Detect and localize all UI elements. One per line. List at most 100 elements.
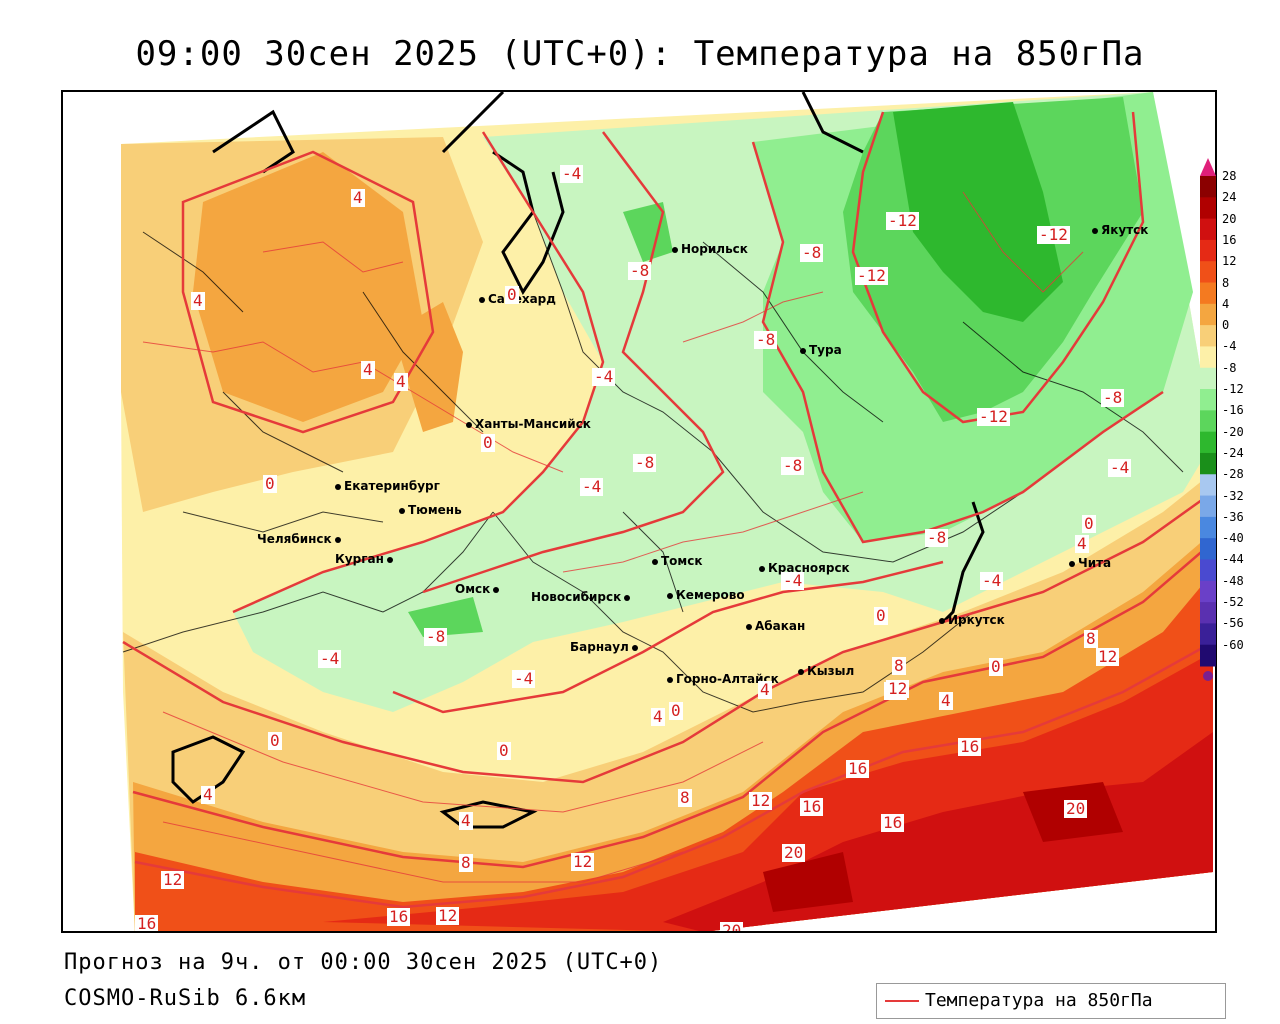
forecast-map[interactable]: Норильск Якутск Салехард Тура Ханты-Манс… — [61, 90, 1217, 933]
city-dot-icon — [939, 617, 945, 624]
city-dot-icon — [1092, 227, 1098, 234]
colorbar-swatch — [1200, 261, 1216, 284]
contour-label: -8 — [925, 528, 949, 547]
colorbar-tick-label: 0 — [1222, 318, 1230, 333]
colorbar-tick-label: -40 — [1222, 531, 1244, 546]
contour-label: 8 — [1084, 629, 1098, 648]
colorbar-tick-label: 4 — [1222, 296, 1230, 311]
city-dot-icon — [798, 668, 804, 675]
city-dot-icon — [759, 565, 765, 572]
city-dot-icon — [479, 296, 485, 303]
colorbar-swatch — [1200, 559, 1216, 582]
colorbar-swatch — [1200, 602, 1216, 624]
forecast-info: Прогноз на 9ч. от 00:00 30сен 2025 (UTC+… — [64, 950, 663, 975]
contour-label: -12 — [977, 407, 1010, 426]
legend-label: Температура на 850гПа — [925, 990, 1153, 1011]
contour-label: 0 — [1082, 514, 1096, 533]
contour-label: 20 — [782, 843, 806, 862]
colorbar-tick-label: 12 — [1222, 254, 1237, 269]
map-legend: Температура на 850гПа — [876, 983, 1226, 1019]
contour-label: 12 — [886, 679, 910, 698]
contour-label: 4 — [191, 291, 205, 310]
city-abakan[interactable]: Абакан — [746, 619, 805, 633]
colorbar-tick-label: 24 — [1222, 190, 1237, 205]
city-dot-icon — [399, 507, 405, 514]
city-dot-icon — [652, 558, 658, 565]
city-norilsk[interactable]: Норильск — [672, 242, 748, 256]
colorbar-swatch — [1200, 623, 1216, 646]
contour-label: 0 — [874, 606, 888, 625]
contour-label: 16 — [881, 813, 905, 832]
model-name: COSMO-RuSib 6.6км — [64, 986, 307, 1011]
contour-label: 12 — [161, 870, 185, 889]
colorbar-swatch — [1200, 367, 1216, 390]
city-salekhard[interactable]: Салехард — [479, 292, 556, 306]
city-dot-icon — [672, 246, 678, 253]
contour-label: 16 — [958, 737, 982, 756]
city-dot-icon — [493, 586, 500, 593]
colorbar-tick-label: -32 — [1222, 488, 1244, 503]
city-kemerovo[interactable]: Кемерово — [667, 588, 745, 602]
legend-line-swatch — [885, 1000, 919, 1002]
city-omsk[interactable]: Омск — [455, 582, 502, 596]
colorbar-tick-label: -12 — [1222, 382, 1244, 397]
city-yekaterinburg[interactable]: Екатеринбург — [335, 479, 440, 493]
contour-label: 0 — [263, 474, 277, 493]
city-novosibirsk[interactable]: Новосибирск — [531, 590, 633, 604]
city-kyzyl[interactable]: Кызыл — [798, 664, 854, 678]
colorbar-tick-label: -24 — [1222, 445, 1244, 460]
contour-label: 8 — [678, 788, 692, 807]
city-tura[interactable]: Тура — [800, 343, 842, 357]
contour-label: 4 — [201, 785, 215, 804]
city-chita[interactable]: Чита — [1069, 556, 1111, 570]
city-tomsk[interactable]: Томск — [652, 554, 703, 568]
contour-label: 0 — [669, 701, 683, 720]
map-title: 09:00 30сен 2025 (UTC+0): Температура на… — [135, 34, 1145, 74]
contour-label: 4 — [361, 360, 375, 379]
temperature-field — [121, 92, 1214, 931]
contour-label: 20 — [720, 922, 744, 931]
contour-label: -4 — [512, 669, 536, 688]
contour-label: -12 — [855, 266, 888, 285]
contour-label: 12 — [571, 852, 595, 871]
city-khanty-mansiysk[interactable]: Ханты-Мансийск — [466, 417, 591, 431]
city-dot-icon — [386, 556, 393, 563]
colorbar-swatch — [1200, 239, 1216, 262]
city-dot-icon — [746, 623, 752, 630]
city-gorno-altaysk[interactable]: Горно-Алтайск — [667, 672, 779, 686]
city-dot-icon — [800, 347, 806, 354]
colorbar-tick-label: -20 — [1222, 424, 1244, 439]
contour-label: 0 — [481, 433, 495, 452]
city-yakutsk[interactable]: Якутск — [1092, 223, 1148, 237]
colorbar-tick-label: 20 — [1222, 211, 1237, 226]
city-kurgan[interactable]: Курган — [335, 552, 396, 566]
colorbar-swatch — [1200, 325, 1216, 347]
city-tyumen[interactable]: Тюмень — [399, 503, 462, 517]
contour-label: 12 — [749, 791, 773, 810]
contour-label: 0 — [268, 731, 282, 750]
colorbar-tick-label: -56 — [1222, 616, 1244, 631]
city-dot-icon — [624, 594, 631, 601]
city-barnaul[interactable]: Барнаул — [570, 640, 641, 654]
colorbar-swatch — [1200, 176, 1216, 198]
contour-label: -4 — [781, 571, 805, 590]
colorbar-swatch — [1200, 538, 1216, 560]
colorbar-swatch — [1200, 197, 1216, 220]
contour-label: -8 — [1101, 388, 1125, 407]
contour-label: 16 — [846, 759, 870, 778]
contour-label: -4 — [560, 164, 584, 183]
contour-label: 4 — [394, 372, 408, 391]
colorbar-tick-label: -36 — [1222, 509, 1244, 524]
colorbar-swatch — [1200, 303, 1216, 326]
city-chelyabinsk[interactable]: Челябинск — [257, 532, 344, 546]
colorbar-bottom-marker — [1203, 671, 1213, 681]
city-irkutsk[interactable]: Иркутск — [939, 613, 1005, 627]
city-krasnoyarsk[interactable]: Красноярск — [759, 561, 850, 575]
colorbar-swatch — [1200, 580, 1216, 603]
colorbar-tick-label: -52 — [1222, 595, 1244, 610]
contour-label: 4 — [651, 707, 665, 726]
contour-label: 16 — [135, 914, 159, 933]
contour-label: -8 — [633, 453, 657, 472]
colorbar-swatch — [1200, 282, 1216, 305]
contour-label: -4 — [1108, 458, 1132, 477]
